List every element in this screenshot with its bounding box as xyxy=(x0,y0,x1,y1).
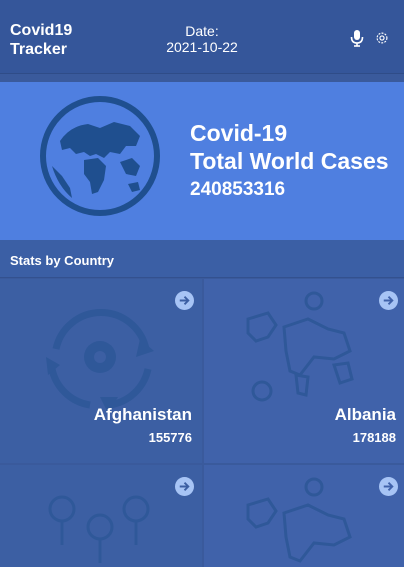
world-map-virus-icon xyxy=(246,291,354,402)
arrow-right-icon[interactable] xyxy=(379,477,398,496)
total-world-cases: 240853316 xyxy=(190,179,286,200)
arrow-right-icon[interactable] xyxy=(175,477,194,496)
country-name: Albania xyxy=(334,405,396,424)
arrow-right-icon[interactable] xyxy=(379,291,398,310)
country-cases: 178188 xyxy=(352,430,396,445)
virus-location-pins-icon xyxy=(48,495,150,563)
country-cases: 155776 xyxy=(148,430,192,445)
microphone-icon[interactable] xyxy=(349,29,365,47)
stats-by-country-header: Stats by Country xyxy=(0,240,404,278)
country-card[interactable]: Afghanistan 155776 xyxy=(0,279,202,463)
world-summary-text: Covid-19 Total World Cases 240853316 xyxy=(190,119,389,201)
hero-title-line1: Covid-19 xyxy=(190,120,288,146)
date-label: Date: xyxy=(185,23,219,39)
country-card[interactable] xyxy=(0,465,202,567)
country-card[interactable] xyxy=(204,465,404,567)
app-title: Covid19 Tracker xyxy=(10,21,72,59)
section-title: Stats by Country xyxy=(10,253,115,268)
date-display: Date: 2021-10-22 xyxy=(152,23,252,55)
globe-icon xyxy=(40,96,160,216)
app-title-line2: Tracker xyxy=(10,41,67,58)
world-map-virus-icon xyxy=(246,477,352,563)
hero-title-line2: Total World Cases xyxy=(190,148,389,174)
app-title-line1: Covid19 xyxy=(10,22,73,39)
virus-cycle-icon xyxy=(46,309,154,413)
app-header: Covid19 Tracker Date: 2021-10-22 xyxy=(0,0,404,74)
world-summary-banner: Covid-19 Total World Cases 240853316 xyxy=(0,82,404,240)
arrow-right-icon[interactable] xyxy=(175,291,194,310)
date-value: 2021-10-22 xyxy=(166,39,238,55)
country-card[interactable]: Albania 178188 xyxy=(204,279,404,463)
country-name: Afghanistan xyxy=(93,405,192,424)
settings-gear-icon[interactable] xyxy=(374,29,390,47)
